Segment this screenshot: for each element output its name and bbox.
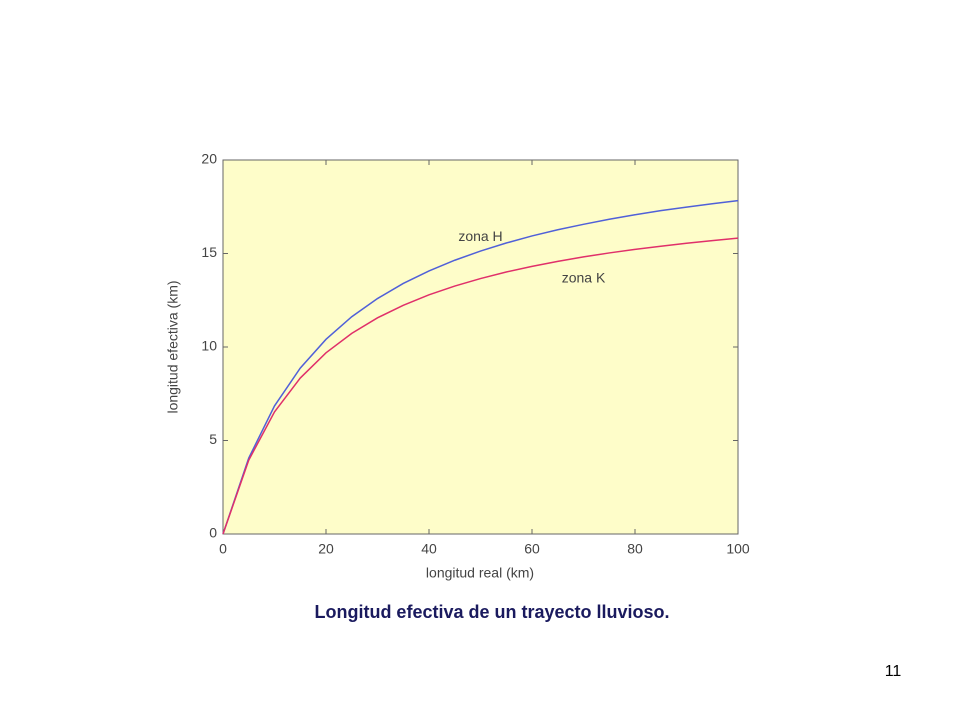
y-tick-label: 15: [201, 244, 217, 260]
y-tick-label: 20: [201, 151, 217, 167]
x-tick-label: 60: [524, 541, 540, 557]
x-axis-label: longitud real (km): [426, 565, 534, 581]
x-tick-label: 40: [421, 541, 437, 557]
plot-area: [222, 159, 739, 535]
x-tick-label: 0: [219, 541, 227, 557]
series-label: zona K: [562, 270, 606, 286]
chart-title: Longitud efectiva de un trayecto lluvios…: [314, 602, 669, 622]
series-label: zona H: [458, 228, 502, 244]
y-tick-label: 10: [201, 338, 217, 354]
series-line: [222, 199, 739, 535]
page-number: 11: [885, 663, 902, 680]
y-tick-label: 0: [209, 525, 217, 541]
x-tick-label: 100: [726, 541, 750, 557]
y-tick-label: 5: [209, 431, 217, 447]
x-tick-label: 80: [627, 541, 643, 557]
x-tick-label: 20: [318, 541, 334, 557]
series-line: [222, 237, 739, 535]
y-axis-label: longitud efectiva (km): [165, 280, 181, 413]
